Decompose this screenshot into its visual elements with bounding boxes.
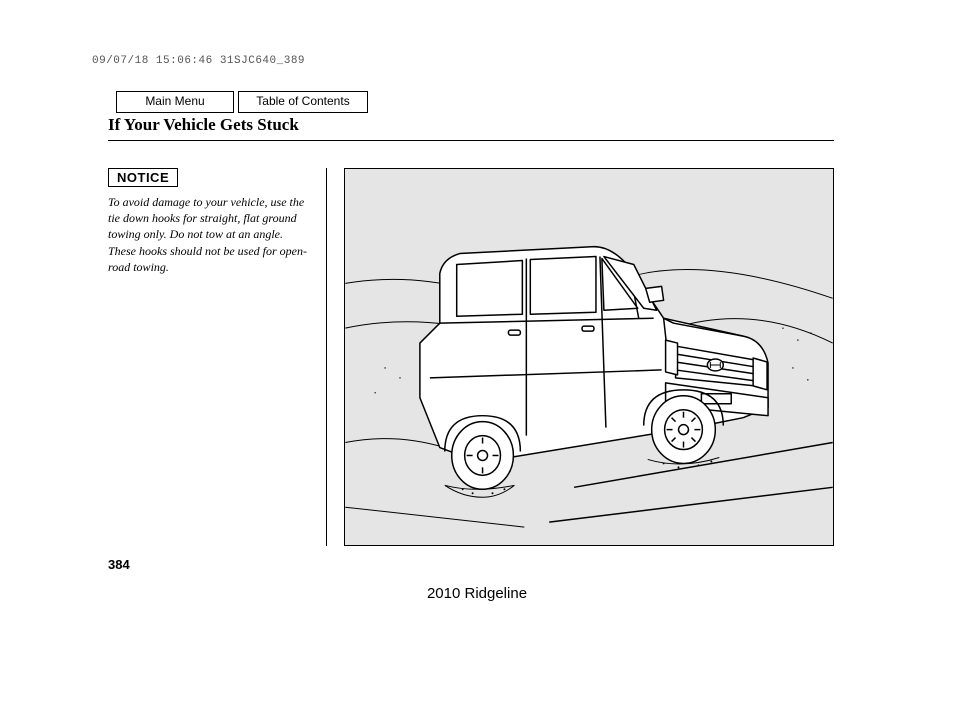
page-number: 384 — [108, 557, 130, 572]
nav-button-group: Main Menu Table of Contents — [116, 91, 368, 113]
left-column: NOTICE To avoid damage to your vehicle, … — [108, 168, 308, 275]
page-title: If Your Vehicle Gets Stuck — [108, 115, 299, 135]
notice-badge: NOTICE — [108, 168, 178, 187]
table-of-contents-button[interactable]: Table of Contents — [238, 91, 368, 113]
vehicle-illustration — [344, 168, 834, 546]
column-divider — [326, 168, 327, 546]
main-menu-button[interactable]: Main Menu — [116, 91, 234, 113]
truck-line-art-icon — [345, 169, 833, 545]
notice-text: To avoid damage to your vehicle, use the… — [108, 194, 308, 275]
title-rule — [108, 140, 834, 141]
header-timestamp: 09/07/18 15:06:46 31SJC640_389 — [92, 55, 305, 67]
footer-model-name: 2010 Ridgeline — [0, 585, 954, 602]
